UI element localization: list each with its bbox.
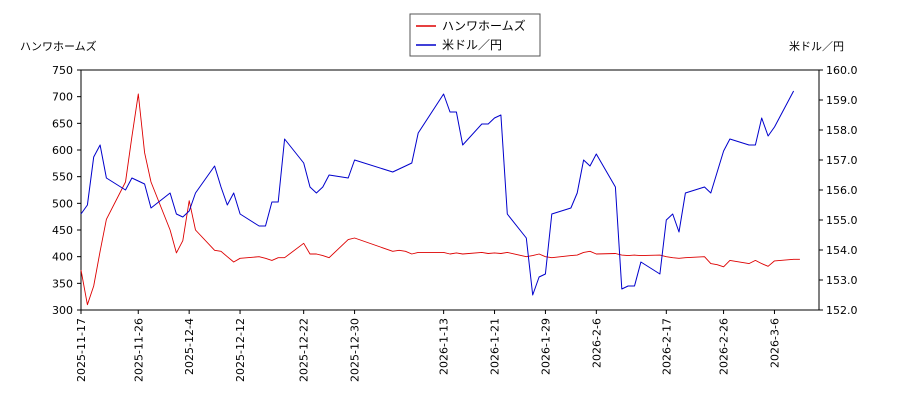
right-tick-label: 155.0 [826,214,858,227]
x-tick-label: 2026-1-21 [489,318,502,375]
series-line-usdjpy [80,90,795,296]
right-tick-label: 158.0 [826,124,858,137]
right-tick-label: 159.0 [826,94,858,107]
x-tick-label: 2026-3-6 [768,318,781,368]
left-tick-label: 300 [52,304,73,317]
x-tick-label: 2025-12-22 [298,318,311,382]
series-line-stock [80,93,800,306]
x-tick-label: 2026-2-26 [718,318,731,375]
left-tick-label: 400 [52,251,73,264]
left-tick-label: 750 [52,64,73,77]
right-tick-label: 154.0 [826,244,858,257]
x-axis: 2025-11-17 2025-11-26 2025-12-4 2025-12-12 2… [75,310,781,382]
right-tick-label: 160.0 [826,64,858,77]
x-tick-label: 2026-2-6 [590,318,603,368]
series-layer [80,90,800,306]
left-tick-label: 700 [52,91,73,104]
right-tick-label: 156.0 [826,184,858,197]
left-tick-label: 450 [52,224,73,237]
legend-label-stock: ハンワホームズ [442,18,526,33]
x-tick-label: 2026-2-17 [660,318,673,375]
x-tick-label: 2026-1-13 [438,318,451,375]
left-tick-label: 500 [52,197,73,210]
x-tick-label: 2025-12-30 [349,318,362,382]
x-tick-label: 2026-1-29 [539,318,552,375]
legend-box [409,13,541,57]
right-tick-label: 152.0 [826,304,858,317]
right-tick-label: 153.0 [826,274,858,287]
x-tick-label: 2025-11-17 [75,318,88,382]
right-tick-label: 157.0 [826,154,858,167]
left-tick-label: 600 [52,144,73,157]
legend-label-usdjpy: 米ドル／円 [442,38,502,52]
left-tick-label: 650 [52,117,73,130]
left-tick-label: 350 [52,277,73,290]
right-axis-title: 米ドル／円 [789,40,844,53]
left-axis: 300 350 400 450 500 550 600 650 700 750 [52,64,81,317]
right-axis: 152.0 153.0 154.0 155.0 156.0 157.0 158.0 159.0… [819,64,858,317]
x-tick-label: 2025-11-26 [132,318,145,382]
left-tick-label: 550 [52,171,73,184]
legend: ハンワホームズ 米ドル／円 [409,13,541,57]
x-tick-label: 2025-12-12 [234,318,247,382]
x-tick-label: 2025-12-4 [183,318,196,375]
left-axis-title: ハンワホームズ [20,39,97,53]
